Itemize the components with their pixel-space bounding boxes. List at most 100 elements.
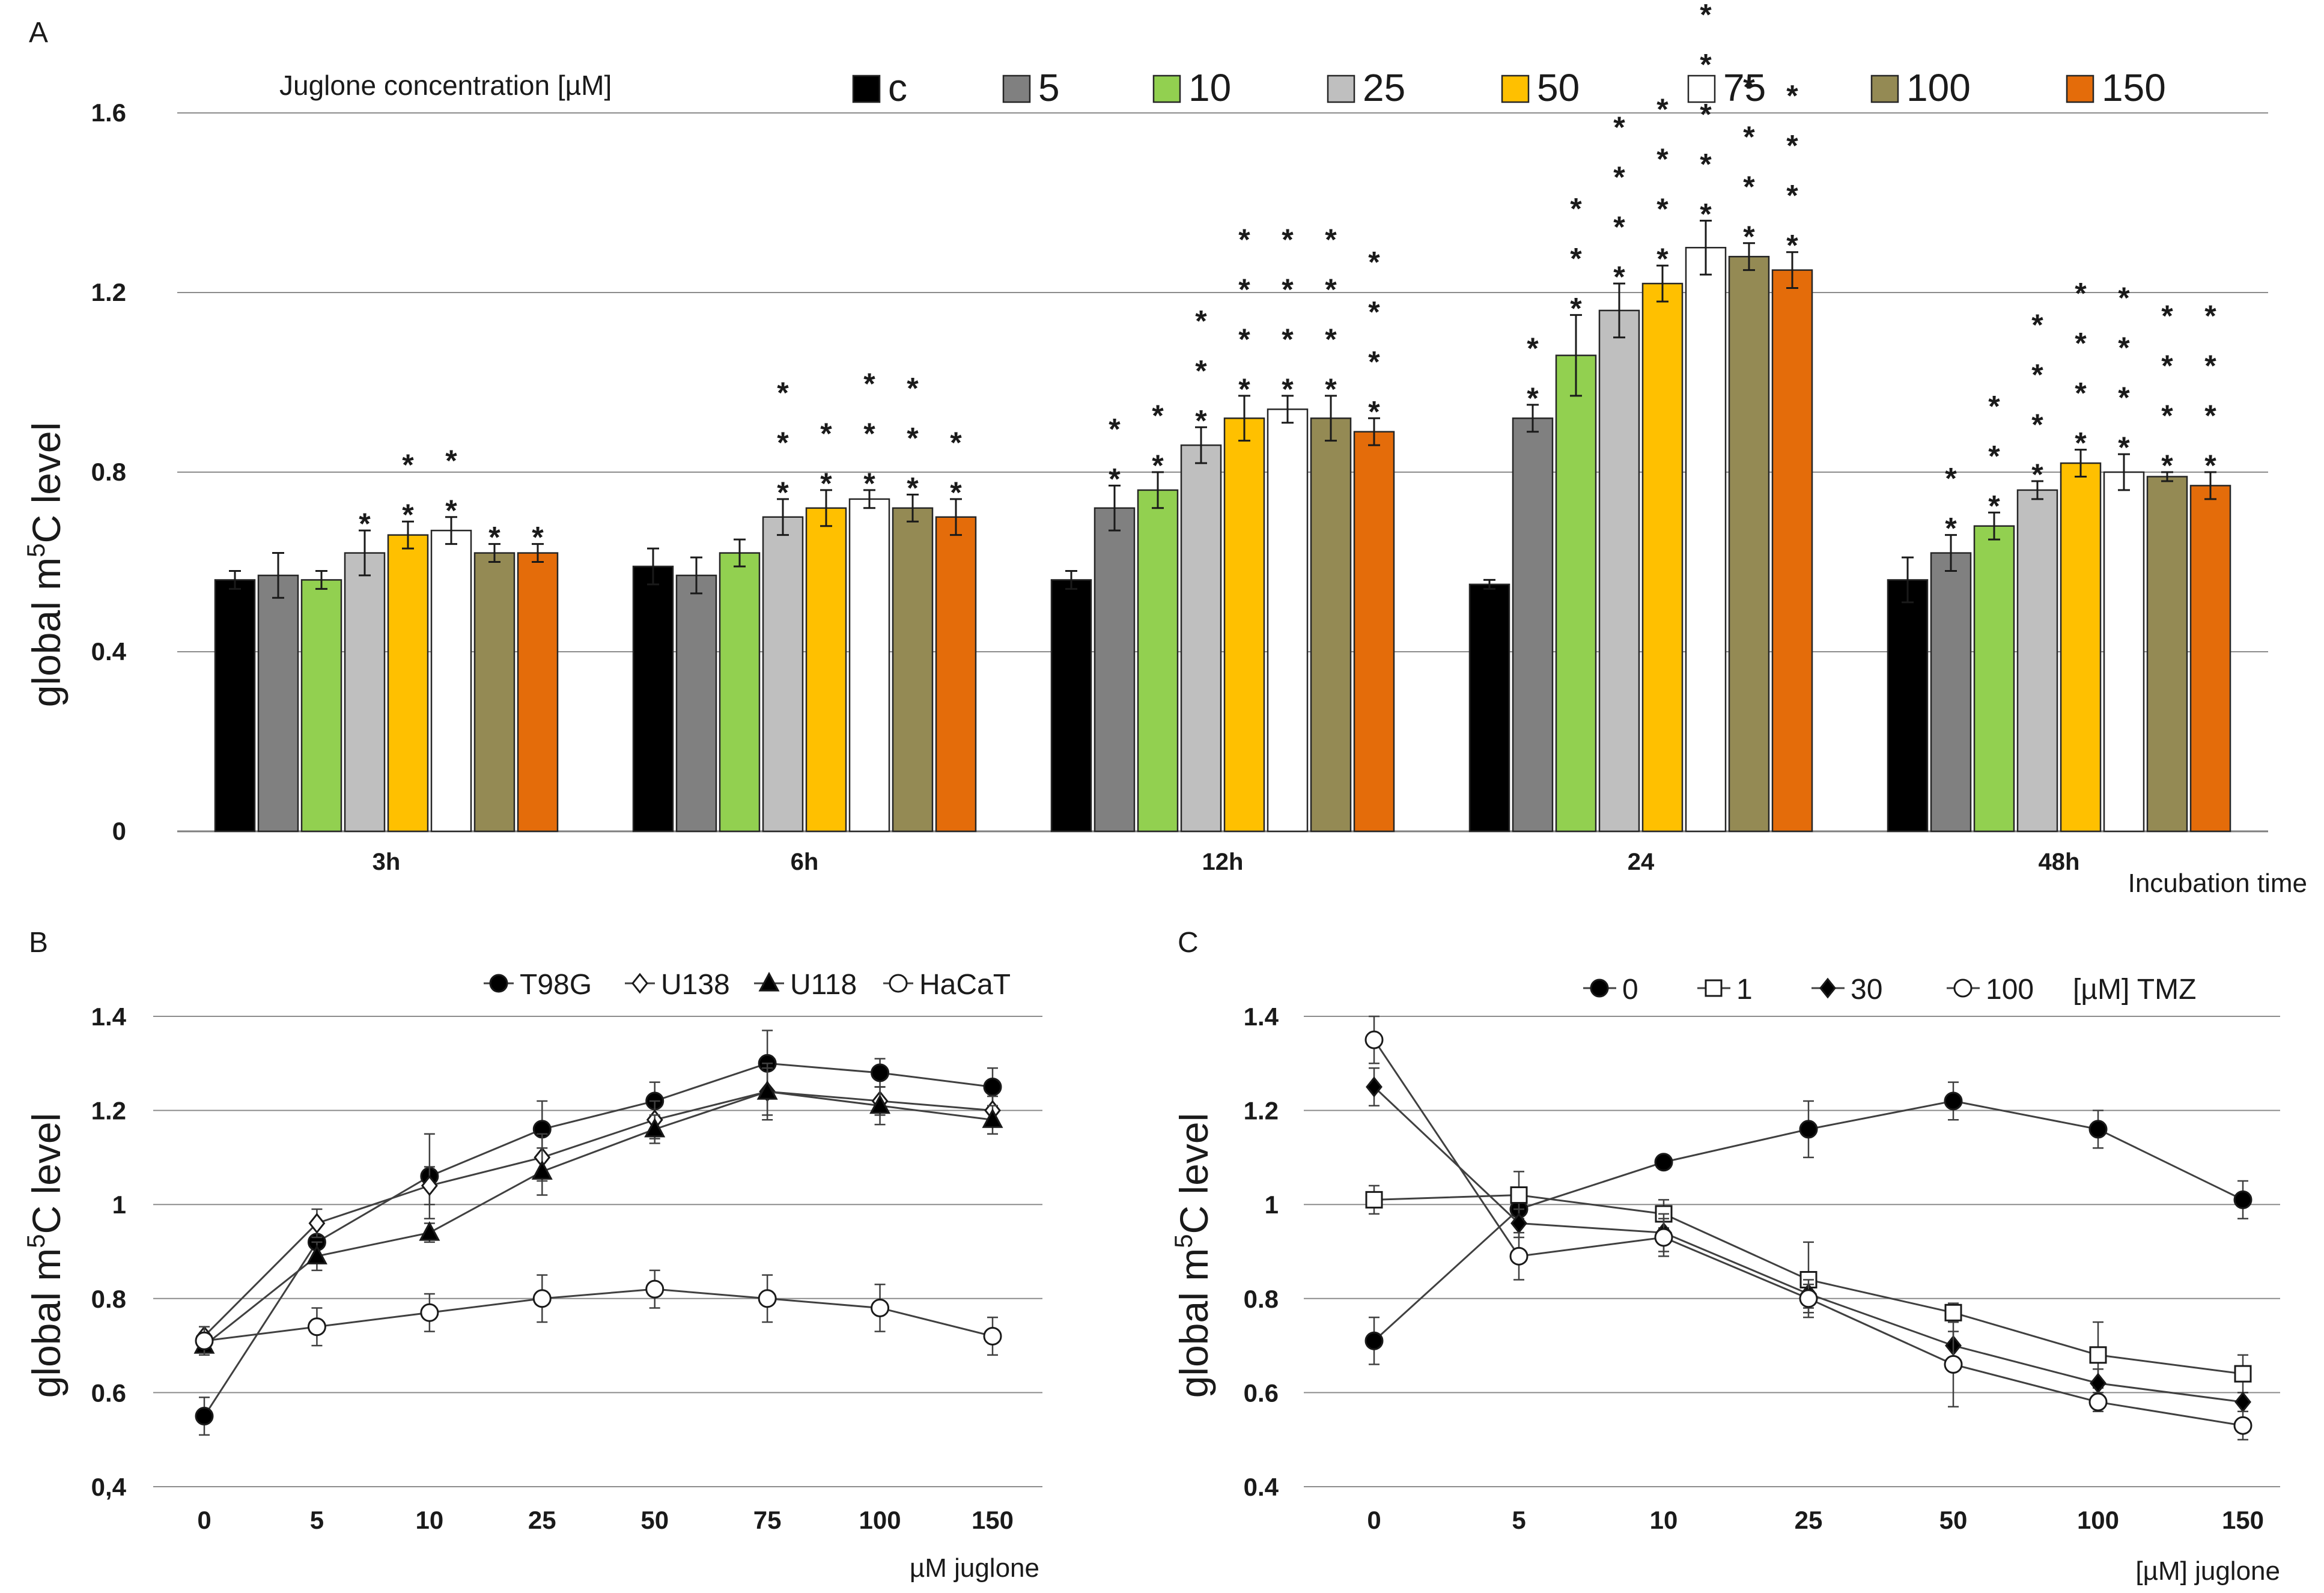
bar (1310, 417, 1352, 833)
series-line (204, 1288, 993, 1342)
significance-star: * (1743, 120, 1755, 154)
legend-label: 30 (1851, 974, 1882, 1006)
bar (1685, 247, 1727, 833)
legend-label: T98G (520, 969, 592, 1001)
significance-star: * (1743, 170, 1755, 204)
significance-star: * (863, 467, 875, 500)
data-point (756, 1080, 778, 1100)
significance-star: * (1786, 79, 1798, 113)
bar (1887, 579, 1929, 833)
significance-star: * (1988, 439, 2000, 473)
legend-suffix: [µM] TMZ (2073, 974, 2196, 1006)
bar (1137, 489, 1179, 833)
significance-star: * (863, 417, 875, 451)
significance-star: * (2118, 331, 2130, 365)
y-tick-label: 0.8 (1244, 1285, 1279, 1313)
data-point (2234, 1365, 2252, 1383)
bar (1094, 507, 1136, 833)
y-tick-label: 1.4 (1244, 1003, 1279, 1031)
panel-label-c: C (1178, 927, 1199, 959)
x-tick-label: 10 (1650, 1506, 1678, 1534)
y-tick-label: 1.2 (1244, 1097, 1279, 1125)
significance-star: * (1786, 179, 1798, 213)
bar (300, 579, 342, 833)
data-point (532, 1289, 552, 1308)
significance-star: * (1988, 389, 2000, 423)
data-point (1510, 1186, 1528, 1204)
series-100 (1364, 1015, 2253, 1440)
chart-c-x-ticks: 0 5 10 25 50 100 150 (1367, 1506, 2264, 1534)
data-point (1819, 977, 1836, 999)
panel-a-chart: A Juglone concentration [µM] global m5C … (22, 0, 2307, 898)
bar (473, 552, 516, 833)
data-point (631, 972, 648, 994)
chart-c-y-ticks: 0.4 0.6 0.8 1 1.2 1.4 (1244, 1003, 1279, 1501)
significance-star: * (2161, 449, 2173, 482)
bar (430, 529, 472, 833)
significance-star: * (1282, 372, 1294, 406)
significance-star: * (2204, 299, 2216, 333)
bar (2016, 489, 2058, 833)
bar (517, 552, 559, 833)
y-tick-label: 0.6 (91, 1379, 126, 1407)
x-tick-label: 48h (2039, 849, 2080, 875)
x-tick-label: 12h (1202, 849, 1244, 875)
significance-star: * (1656, 192, 1668, 226)
panel-label-b: B (29, 927, 48, 959)
significance-star: * (2118, 431, 2130, 464)
data-point (2088, 1120, 2108, 1139)
significance-star: * (1368, 245, 1380, 279)
significance-star: * (2204, 449, 2216, 482)
significance-star: * (907, 471, 919, 505)
legend-label: 50 (1537, 66, 1580, 109)
chart-b-series (193, 1030, 1003, 1436)
y-tick-label: 1.2 (91, 1097, 126, 1125)
chart-b-gridlines (153, 1016, 1042, 1487)
significance-star: * (1700, 0, 1712, 31)
chart-b-y-axis-label: global m5C level (22, 1113, 68, 1398)
bar (1180, 444, 1222, 833)
significance-star: * (2161, 299, 2173, 333)
series-line (203, 1090, 993, 1337)
significance-star: * (1282, 323, 1294, 356)
significance-star: * (777, 476, 789, 509)
legend-label: 100 (1906, 66, 1971, 109)
significance-star: * (1325, 372, 1337, 406)
significance-star: * (1282, 223, 1294, 256)
significance-star: * (1700, 97, 1712, 131)
significance-star: * (1743, 220, 1755, 253)
significance-star: * (402, 448, 414, 482)
significance-star: * (2204, 399, 2216, 432)
significance-star: * (402, 498, 414, 532)
series-line (204, 1090, 993, 1347)
y-tick-label: 0 (112, 817, 126, 845)
data-point (421, 1175, 438, 1197)
data-point (869, 1094, 891, 1114)
x-tick-label: 6h (791, 849, 819, 875)
legend-label: U118 (790, 969, 857, 1001)
data-point (2234, 1391, 2251, 1413)
x-tick-label: 3h (373, 849, 401, 875)
significance-star: * (2075, 377, 2087, 410)
significance-star: * (1527, 332, 1539, 365)
significance-star: * (1570, 192, 1582, 225)
data-point (1654, 1153, 1673, 1172)
chart-a-y-ticks: 0 0.4 0.8 1.2 1.6 (91, 99, 127, 845)
significance-star: * (1613, 260, 1625, 294)
chart-c-legend: 0 1 30 100 [µM] TMZ (1583, 974, 2196, 1006)
chart-a-error-bars (229, 219, 2216, 604)
chart-a-x-axis-label: Incubation time (2128, 869, 2307, 898)
y-tick-label: 1 (112, 1191, 126, 1219)
chart-a-x-ticks: 3h 6h 12h 24 48h (373, 849, 2080, 875)
data-point (1944, 1091, 1963, 1111)
significance-star: * (1656, 242, 1668, 276)
chart-c-y-axis-label: global m5C level (1169, 1113, 1216, 1398)
panel-b-chart: B global m5C level µM juglone 0,4 0.6 0.8 1… (22, 927, 1042, 1583)
significance-star: * (2075, 327, 2087, 360)
bar (1353, 431, 1395, 833)
y-tick-label: 1.6 (91, 99, 126, 127)
legend-swatch (1327, 74, 1355, 103)
chart-b-x-axis-label: µM juglone (910, 1553, 1039, 1583)
series-0 (1364, 1081, 2253, 1365)
